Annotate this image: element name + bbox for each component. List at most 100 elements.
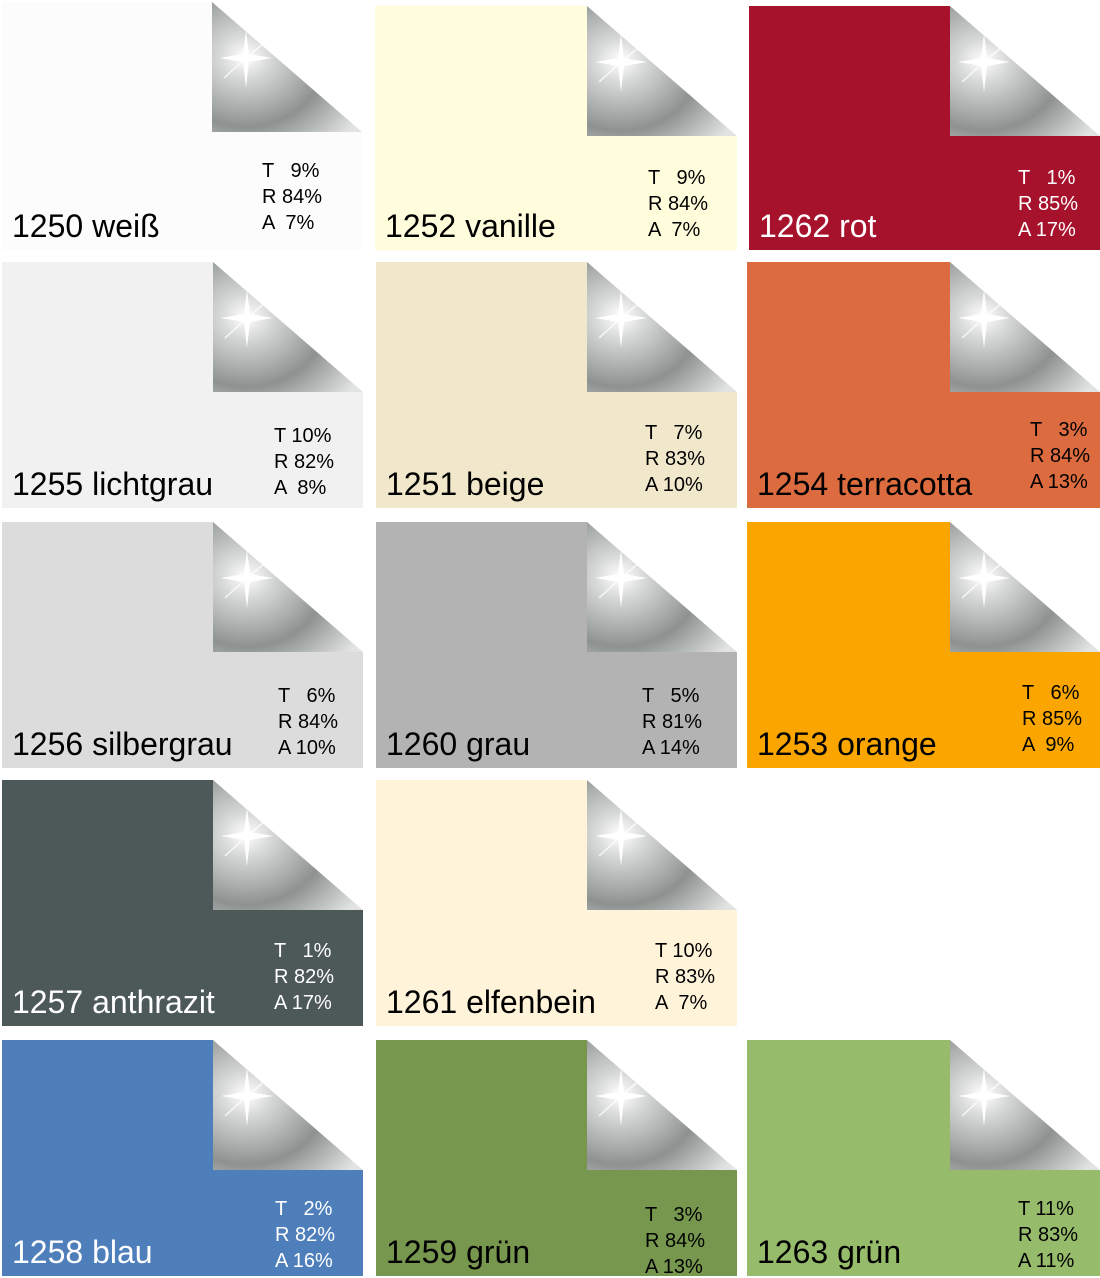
swatch-1258-blau: T 2% R 82% A 16% 1258 blau bbox=[2, 1040, 363, 1276]
silver-foil-icon bbox=[587, 522, 737, 652]
swatch-1257-anthrazit: T 1% R 82% A 17% 1257 anthrazit bbox=[2, 780, 363, 1026]
optical-values: T 2% R 82% A 16% bbox=[275, 1196, 335, 1274]
transmission-value: T 9% bbox=[648, 167, 706, 189]
foil-corner bbox=[950, 262, 1100, 392]
swatch-name: 1252 vanille bbox=[385, 208, 556, 244]
reflection-value: R 84% bbox=[278, 711, 339, 733]
absorption-value: A 8% bbox=[274, 477, 327, 499]
optical-values: T 9% R 84% A 7% bbox=[262, 158, 322, 236]
transmission-value: T 9% bbox=[262, 160, 320, 182]
silver-foil-icon bbox=[213, 780, 363, 910]
swatch-name: 1257 anthrazit bbox=[12, 984, 215, 1020]
swatch-name: 1263 grün bbox=[757, 1234, 902, 1270]
foil-corner bbox=[587, 262, 737, 392]
silver-foil-icon bbox=[212, 2, 362, 132]
swatch-name: 1251 beige bbox=[386, 466, 545, 502]
foil-corner bbox=[213, 780, 363, 910]
swatch-1254-terracotta: T 3% R 84% A 13% 1254 terracotta bbox=[747, 262, 1100, 508]
foil-corner bbox=[587, 780, 737, 910]
optical-values: T 9% R 84% A 7% bbox=[648, 165, 708, 243]
swatch-1263-gruen: T 11% R 83% A 11% 1263 grün bbox=[747, 1040, 1100, 1276]
silver-foil-icon bbox=[587, 780, 737, 910]
swatch-1253-orange: T 6% R 85% A 9% 1253 orange bbox=[747, 522, 1100, 768]
reflection-value: R 83% bbox=[655, 966, 716, 988]
absorption-value: A 16% bbox=[275, 1250, 333, 1272]
silver-foil-icon bbox=[587, 1040, 737, 1170]
foil-corner bbox=[950, 6, 1100, 136]
absorption-value: A 13% bbox=[1030, 471, 1088, 493]
optical-values: T 6% R 85% A 9% bbox=[1022, 680, 1082, 758]
swatch-name: 1262 rot bbox=[759, 208, 877, 244]
optical-values: T 3% R 84% A 13% bbox=[1030, 417, 1090, 495]
reflection-value: R 81% bbox=[642, 711, 703, 733]
foil-corner bbox=[213, 1040, 363, 1170]
reflection-value: R 84% bbox=[645, 1230, 706, 1252]
reflection-value: R 85% bbox=[1022, 708, 1083, 730]
transmission-value: T 7% bbox=[645, 422, 703, 444]
swatch-1255-lichtgrau: T 10% R 82% A 8% 1255 lichtgrau bbox=[2, 262, 363, 508]
reflection-value: R 83% bbox=[645, 448, 706, 470]
swatch-1250-weiss: T 9% R 84% A 7% 1250 weiß bbox=[2, 2, 362, 250]
reflection-value: R 84% bbox=[648, 193, 709, 215]
transmission-value: T 6% bbox=[278, 685, 336, 707]
absorption-value: A 13% bbox=[645, 1256, 703, 1276]
foil-corner bbox=[587, 1040, 737, 1170]
silver-foil-icon bbox=[950, 262, 1100, 392]
absorption-value: A 17% bbox=[1018, 219, 1076, 241]
transmission-value: T 3% bbox=[645, 1204, 703, 1226]
swatch-name: 1255 lichtgrau bbox=[12, 466, 214, 502]
foil-corner bbox=[950, 522, 1100, 652]
swatch-name: 1258 blau bbox=[12, 1234, 153, 1270]
transmission-value: T 10% bbox=[274, 425, 332, 447]
swatch-name: 1261 elfenbein bbox=[386, 984, 596, 1020]
absorption-value: A 17% bbox=[274, 992, 332, 1014]
silver-foil-icon bbox=[587, 262, 737, 392]
swatch-name: 1256 silbergrau bbox=[12, 726, 233, 762]
foil-corner bbox=[213, 262, 363, 392]
absorption-value: A 14% bbox=[642, 737, 700, 759]
optical-values: T 11% R 83% A 11% bbox=[1018, 1196, 1078, 1274]
optical-values: T 10% R 82% A 8% bbox=[274, 423, 334, 501]
reflection-value: R 82% bbox=[274, 966, 335, 988]
silver-foil-icon bbox=[213, 1040, 363, 1170]
absorption-value: A 11% bbox=[1018, 1250, 1075, 1272]
foil-corner bbox=[213, 522, 363, 652]
silver-foil-icon bbox=[950, 1040, 1100, 1170]
transmission-value: T 10% bbox=[655, 940, 713, 962]
reflection-value: R 85% bbox=[1018, 193, 1079, 215]
silver-foil-icon bbox=[950, 522, 1100, 652]
transmission-value: T 11% bbox=[1018, 1198, 1074, 1220]
transmission-value: T 5% bbox=[642, 685, 700, 707]
absorption-value: A 9% bbox=[1022, 734, 1075, 756]
transmission-value: T 3% bbox=[1030, 419, 1088, 441]
optical-values: T 1% R 85% A 17% bbox=[1018, 165, 1078, 243]
reflection-value: R 82% bbox=[274, 451, 335, 473]
silver-foil-icon bbox=[950, 6, 1100, 136]
absorption-value: A 7% bbox=[262, 212, 315, 234]
optical-values: T 5% R 81% A 14% bbox=[642, 683, 702, 761]
swatch-1262-rot: T 1% R 85% A 17% 1262 rot bbox=[749, 6, 1100, 250]
silver-foil-icon bbox=[213, 262, 363, 392]
absorption-value: A 10% bbox=[645, 474, 703, 496]
reflection-value: R 84% bbox=[262, 186, 323, 208]
foil-corner bbox=[212, 2, 362, 132]
optical-values: T 1% R 82% A 17% bbox=[274, 938, 334, 1016]
silver-foil-icon bbox=[587, 6, 737, 136]
optical-values: T 6% R 84% A 10% bbox=[278, 683, 338, 761]
swatch-name: 1250 weiß bbox=[12, 208, 160, 244]
swatch-1251-beige: T 7% R 83% A 10% 1251 beige bbox=[376, 262, 737, 508]
swatch-name: 1259 grün bbox=[386, 1234, 531, 1270]
absorption-value: A 7% bbox=[655, 992, 708, 1014]
absorption-value: A 7% bbox=[648, 219, 701, 241]
reflection-value: R 83% bbox=[1018, 1224, 1079, 1246]
foil-corner bbox=[587, 6, 737, 136]
optical-values: T 7% R 83% A 10% bbox=[645, 420, 705, 498]
swatch-name: 1254 terracotta bbox=[757, 466, 973, 502]
swatch-1261-elfenbein: T 10% R 83% A 7% 1261 elfenbein bbox=[376, 780, 737, 1026]
absorption-value: A 10% bbox=[278, 737, 336, 759]
swatch-1252-vanille: T 9% R 84% A 7% 1252 vanille bbox=[375, 6, 737, 250]
swatch-1256-silbergrau: T 6% R 84% A 10% 1256 silbergrau bbox=[2, 522, 363, 768]
transmission-value: T 6% bbox=[1022, 682, 1080, 704]
foil-corner bbox=[950, 1040, 1100, 1170]
